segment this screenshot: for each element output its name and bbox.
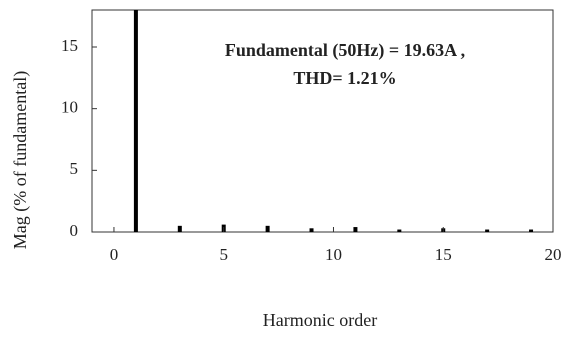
x-tick-label: 20	[545, 245, 562, 264]
y-tick-label: 0	[70, 221, 79, 240]
y-tick-label: 15	[61, 36, 78, 55]
plot-frame	[91, 9, 554, 233]
x-tick-label: 15	[435, 245, 452, 264]
bar	[397, 229, 402, 232]
y-tick-label: 5	[70, 159, 79, 178]
y-axis-label: Mag (% of fundamental)	[10, 71, 31, 249]
annotation: THD= 1.21%	[293, 68, 396, 88]
bars	[133, 10, 534, 232]
bar	[485, 229, 490, 232]
bar	[265, 225, 270, 232]
bar	[133, 10, 138, 232]
x-axis-label: Harmonic order	[263, 310, 377, 330]
x-tick-label: 5	[219, 245, 228, 264]
y-tick-label: 10	[61, 98, 78, 117]
bar	[529, 229, 534, 232]
x-tick-label: 0	[110, 245, 119, 264]
bar	[353, 227, 358, 232]
annotation: Fundamental (50Hz) = 19.63A ,	[225, 40, 465, 61]
bar	[309, 228, 314, 232]
bar	[177, 225, 182, 232]
x-tick-label: 10	[325, 245, 342, 264]
